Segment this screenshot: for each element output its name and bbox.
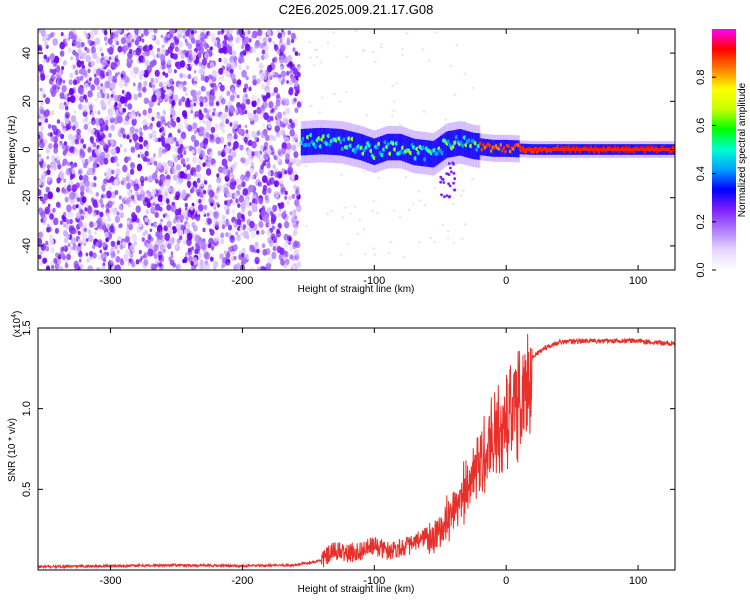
bottom-x-tick-label: 100 — [629, 575, 647, 587]
top-x-tick-label: 100 — [629, 275, 647, 287]
colorbar-ticks: 0.0 0.2 0.4 0.6 0.8 — [695, 70, 716, 278]
colorbar-tick-label: 0.6 — [695, 118, 707, 133]
top-y-tick-label: -40 — [21, 238, 33, 254]
colorbar-tick-label: 0.0 — [695, 262, 707, 277]
snr-panel: -300 -200 -100 0 100 0.5 1.0 1.5 Height of stra… — [7, 311, 676, 595]
bottom-axis-ticks: -300 -200 -100 0 100 0.5 1.0 1.5 — [21, 320, 675, 587]
top-x-axis-label: Height of straight line (km) — [298, 284, 415, 295]
y-multiplier-label: (x104) — [11, 311, 23, 338]
top-x-tick-label: -300 — [100, 275, 122, 287]
top-y-axis-label: Frequency (Hz) — [7, 116, 18, 185]
top-y-tick-label: -20 — [21, 190, 33, 206]
top-x-tick-label: -200 — [231, 275, 253, 287]
top-x-tick-label: 0 — [503, 275, 509, 287]
colorbar-tick-label: 0.8 — [695, 70, 707, 85]
bottom-x-tick-label: -100 — [363, 575, 385, 587]
bottom-y-axis-label: SNR (10 * v/v) — [7, 418, 18, 482]
colorbar-gradient — [712, 29, 736, 270]
multiplier-exponent: 4 — [11, 314, 18, 318]
colorbar-label: Normalized spectral amplitude — [737, 82, 748, 217]
bottom-x-tick-label: -200 — [231, 575, 253, 587]
top-y-tick-label: 0 — [21, 146, 33, 152]
bottom-y-tick-label: 1.5 — [21, 320, 33, 335]
chart-title: C2E6.2025.009.21.17.G08 — [279, 2, 434, 17]
colorbar-tick-label: 0.4 — [695, 166, 707, 181]
multiplier-base: (x10 — [12, 317, 23, 337]
top-x-tick-label: -100 — [363, 275, 385, 287]
heatmap-cells — [38, 29, 675, 270]
bottom-x-tick-label: -300 — [100, 575, 122, 587]
top-y-tick-label: 20 — [21, 95, 33, 107]
bottom-y-tick-label: 0.5 — [21, 482, 33, 497]
bottom-x-axis-label: Height of straight line (km) — [298, 584, 415, 595]
colorbar: 0.0 0.2 0.4 0.6 0.8 Normalized spectral ampl… — [695, 29, 748, 278]
bottom-plot-frame — [37, 327, 676, 571]
colorbar-tick-label: 0.2 — [695, 214, 707, 229]
snr-series-line — [38, 333, 675, 570]
top-y-tick-label: 40 — [21, 47, 33, 59]
bottom-x-tick-label: 0 — [503, 575, 509, 587]
bottom-y-tick-label: 1.0 — [21, 401, 33, 416]
